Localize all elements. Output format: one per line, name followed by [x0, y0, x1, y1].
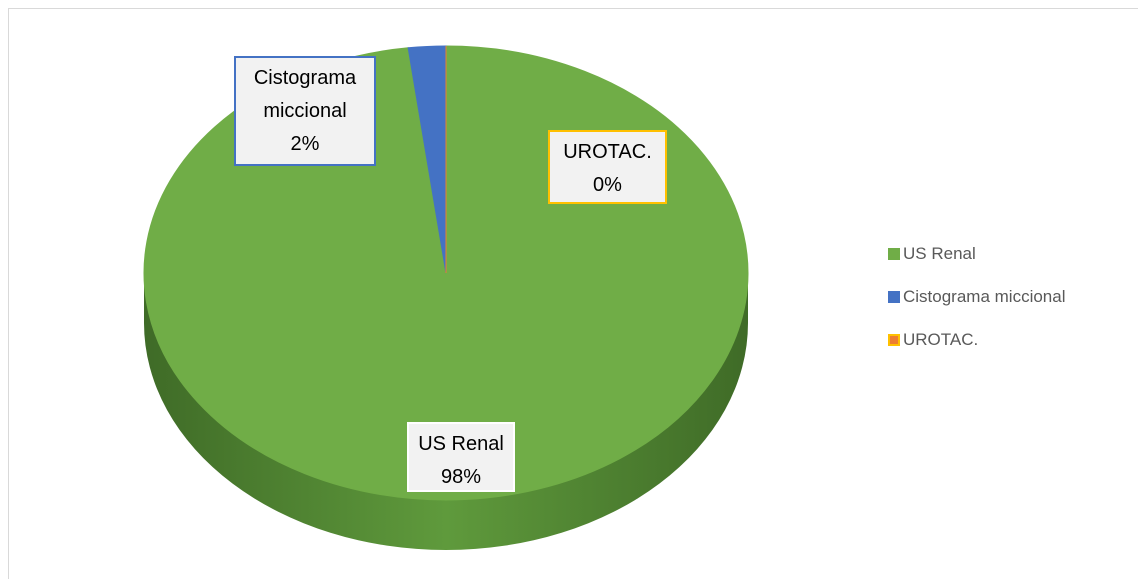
legend-swatch	[888, 291, 900, 303]
data-label-name: US Renal	[418, 433, 504, 455]
data-label-name: UROTAC.	[563, 141, 652, 163]
legend-swatch	[888, 248, 900, 260]
legend-entry: UROTAC.	[888, 330, 978, 350]
legend-label: US Renal	[903, 244, 976, 263]
legend-swatch	[888, 334, 900, 346]
data-label: UROTAC. 0%	[548, 130, 667, 204]
legend-label: UROTAC.	[903, 330, 979, 349]
data-label: Cistograma miccional 2%	[234, 56, 376, 166]
data-label: US Renal 98%	[407, 422, 515, 492]
legend-entry: Cistograma miccional	[888, 287, 1066, 307]
data-label-value: 98%	[440, 466, 482, 488]
data-label-name: Cistograma miccional	[253, 67, 357, 122]
chart-border	[8, 8, 1138, 579]
data-label-value: 0%	[593, 174, 622, 196]
legend-entry: US Renal	[888, 244, 976, 264]
data-label-value: 2%	[290, 133, 320, 155]
pie-side	[144, 273, 748, 550]
legend-label: Cistograma miccional	[903, 287, 1066, 306]
